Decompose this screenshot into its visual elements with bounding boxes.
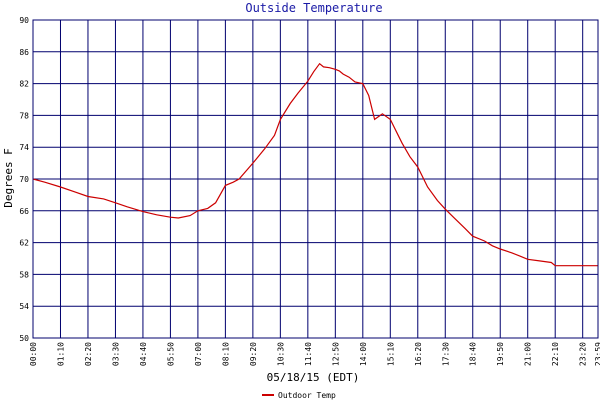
y-tick-label: 70 — [19, 175, 29, 184]
y-tick-label: 62 — [19, 239, 29, 248]
x-tick-label: 22:10 — [551, 342, 560, 366]
y-tick-labels: 50 54 58 62 66 70 74 78 82 86 90 — [19, 16, 29, 343]
grid — [32, 19, 599, 339]
legend-label: Outdoor Temp — [278, 391, 336, 400]
x-tick-label: 14:00 — [359, 342, 368, 366]
x-tick-label: 05:50 — [166, 342, 175, 366]
x-tick-label: 02:20 — [84, 342, 93, 366]
plot-border — [32, 19, 599, 339]
x-tick-label: 21:00 — [524, 342, 533, 366]
x-tick-label: 23:20 — [579, 342, 588, 366]
x-tick-label: 00:00 — [29, 342, 38, 366]
y-tick-label: 58 — [19, 270, 29, 279]
y-tick-label: 86 — [19, 48, 29, 57]
x-tick-label: 01:10 — [56, 342, 65, 366]
x-tick-label: 04:40 — [139, 342, 148, 366]
y-tick-label: 74 — [19, 143, 29, 152]
x-axis-label: 05/18/15 (EDT) — [267, 371, 360, 384]
y-tick-label: 78 — [19, 111, 29, 120]
x-tick-label: 18:40 — [469, 342, 478, 366]
x-tick-label: 23:59 — [594, 342, 600, 366]
chart-title: Outside Temperature — [245, 1, 382, 15]
x-tick-label: 17:30 — [441, 342, 450, 366]
legend: Outdoor Temp — [262, 391, 336, 400]
x-tick-label: 08:10 — [221, 342, 230, 366]
x-tick-label: 03:30 — [111, 342, 120, 366]
x-tick-label: 07:00 — [194, 342, 203, 366]
x-tick-label: 11:40 — [304, 342, 313, 366]
x-tick-labels: 00:00 01:10 02:20 03:30 04:40 05:50 07:00 08:10… — [29, 342, 600, 366]
x-tick-label: 12:50 — [331, 342, 340, 366]
y-tick-label: 50 — [19, 334, 29, 343]
y-tick-label: 66 — [19, 207, 29, 216]
x-tick-label: 16:20 — [414, 342, 423, 366]
x-tick-label: 09:20 — [249, 342, 258, 366]
y-tick-label: 82 — [19, 80, 29, 89]
y-tick-label: 54 — [19, 302, 29, 311]
x-tick-label: 10:30 — [276, 342, 285, 366]
series-line-outdoor-temp — [32, 62, 598, 267]
x-tick-label: 19:50 — [496, 342, 505, 366]
y-axis-label: Degrees F — [2, 148, 15, 208]
y-tick-label: 90 — [19, 16, 29, 25]
x-tick-label: 15:10 — [386, 342, 395, 366]
